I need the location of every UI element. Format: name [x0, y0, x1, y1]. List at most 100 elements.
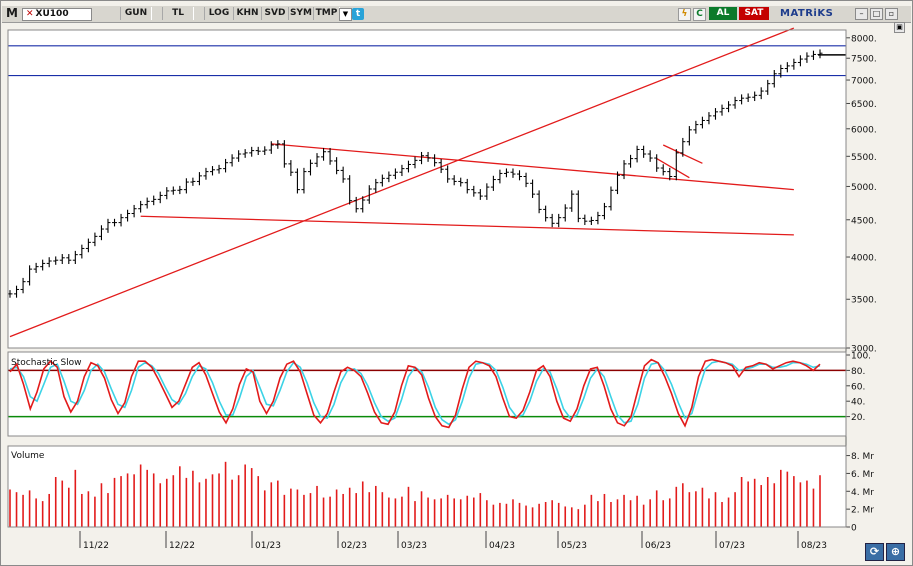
close-icon[interactable]: ✕ [26, 9, 34, 19]
price-bar [458, 177, 464, 187]
price-bar [236, 150, 242, 162]
price-bar [490, 175, 496, 191]
price-bar [536, 190, 542, 214]
price-bar [601, 202, 607, 220]
price-tick-label: 7500. [851, 55, 877, 65]
price-bar [497, 169, 503, 184]
price-bar [138, 200, 144, 213]
volume-series [9, 461, 821, 527]
price-bar [621, 160, 627, 180]
price-bar [654, 154, 660, 172]
stoch-line-k [9, 358, 821, 429]
zoom-icon[interactable]: ⊕ [886, 543, 905, 561]
symbol-field[interactable]: ✕ XU100 [22, 8, 92, 21]
price-bar [79, 244, 85, 259]
price-tick-label: 6500. [851, 100, 877, 110]
sync-icon[interactable]: ⟳ [865, 543, 884, 561]
price-tick-label: 3500. [851, 296, 877, 306]
price-bar [405, 160, 411, 173]
price-bar [739, 94, 745, 105]
trendline-1 [9, 27, 795, 338]
buy-button[interactable]: AL [709, 7, 737, 20]
maximize-icon[interactable]: □ [870, 8, 883, 20]
price-bar [151, 195, 157, 206]
restore-icon[interactable]: ▫ [885, 8, 898, 20]
chevron-down-icon[interactable]: ▼ [339, 8, 352, 21]
price-bar [353, 196, 359, 213]
price-bar [445, 165, 451, 183]
price-tick-label: 4000. [851, 254, 877, 264]
price-bar [294, 168, 300, 194]
trendline-3 [140, 215, 794, 236]
price-bar [556, 213, 562, 228]
price-bar [314, 153, 320, 168]
sell-button[interactable]: SAT [739, 7, 769, 20]
price-bar [262, 146, 268, 155]
price-bar [484, 183, 490, 200]
price-bar [347, 175, 353, 205]
price-bar [301, 167, 307, 194]
price-tick-label: 5500. [851, 153, 877, 163]
price-bar [216, 164, 222, 174]
price-bar [386, 171, 392, 183]
price-bar [510, 168, 516, 178]
minimize-icon[interactable]: – [855, 8, 868, 20]
price-bar [20, 277, 26, 294]
stoch-tick-label: 20. [851, 413, 865, 423]
price-bar [608, 186, 614, 211]
price-bar [327, 147, 333, 165]
stoch-tick-label: 80. [851, 367, 865, 377]
menu-button[interactable]: M [6, 6, 18, 20]
price-bar [673, 149, 679, 181]
volume-tick-label: 4. Mr [851, 488, 874, 498]
price-bar [321, 147, 327, 161]
price-bar [706, 112, 712, 125]
period-gun-button[interactable]: GUN [120, 7, 152, 20]
price-bar [778, 64, 784, 78]
price-bar [53, 256, 59, 265]
price-bar [33, 262, 39, 273]
price-bar [170, 186, 176, 195]
price-bar [118, 213, 124, 227]
price-bar [125, 209, 131, 222]
price-bar [680, 137, 686, 157]
symbol-value: XU100 [35, 9, 69, 19]
price-bar [268, 141, 274, 154]
price-bar [732, 96, 738, 109]
price-bar [745, 93, 751, 102]
price-bar [242, 149, 248, 158]
month-tick-label: 07/23 [719, 541, 745, 551]
price-bar [451, 175, 457, 186]
price-bar [399, 164, 405, 177]
price-bar [72, 250, 78, 265]
lightning-icon[interactable]: ϟ [678, 8, 691, 21]
price-bar [373, 178, 379, 193]
axes: 8000. 7500. 7000. 6500. 6000. 5500. 5000. 4500.… [7, 29, 877, 551]
price-bar [634, 145, 640, 163]
price-tick-label: 7000. [851, 77, 877, 87]
stoch-tick-label: 40. [851, 398, 865, 408]
price-bar [392, 168, 398, 180]
price-bar [275, 140, 281, 149]
panel-options-icon[interactable]: ▣ [894, 22, 905, 33]
twitter-icon[interactable]: t [352, 8, 364, 20]
month-tick-label: 08/23 [801, 541, 827, 551]
brand-logo: MATRiKS [780, 8, 834, 19]
volume-tick-label: 8. Mr [851, 452, 874, 462]
price-bar [59, 254, 65, 265]
price-bar [523, 172, 529, 188]
price-bar [157, 191, 163, 204]
trendline-2 [271, 143, 794, 191]
price-bar [804, 52, 810, 63]
volume-tick-label: 0 [851, 524, 857, 534]
price-tick-label: 8000. [851, 34, 877, 44]
price-bar [288, 160, 294, 177]
refresh-icon[interactable]: C [693, 8, 706, 21]
currency-tl-button[interactable]: TL [162, 7, 194, 20]
chart-toolbar: M ✕ XU100 GUN TL LOG KHN SVD SYM TMP ▼ t … [2, 6, 911, 23]
price-bar [771, 70, 777, 88]
price-bar [419, 151, 425, 165]
price-bar [196, 172, 202, 186]
price-bar [647, 150, 653, 162]
price-tick-label: 6000. [851, 125, 877, 135]
